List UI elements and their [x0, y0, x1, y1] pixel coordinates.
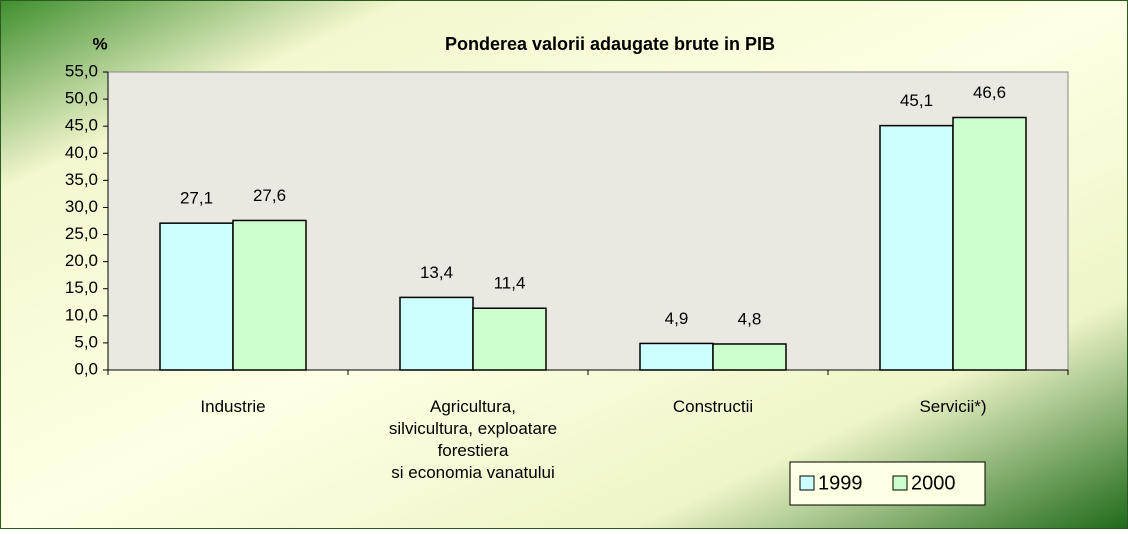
y-axis-label: %: [92, 34, 107, 53]
bar: [712, 343, 787, 371]
bar: [879, 124, 954, 371]
y-tick-label: 35,0: [65, 170, 98, 189]
y-tick-label: 45,0: [65, 116, 98, 135]
y-tick-label: 25,0: [65, 224, 98, 243]
x-tick-label: Servicii*): [919, 397, 986, 416]
value-label: 46,6: [973, 83, 1006, 102]
value-label: 13,4: [420, 263, 453, 282]
legend-label: 1999: [818, 472, 863, 494]
y-tick-label: 30,0: [65, 197, 98, 216]
chart-title: Ponderea valorii adaugate brute in PIB: [445, 34, 775, 54]
y-tick-label: 20,0: [65, 251, 98, 270]
bar: [952, 116, 1027, 371]
y-tick-label: 55,0: [65, 61, 98, 80]
value-label: 4,8: [738, 309, 762, 328]
y-tick-label: 15,0: [65, 278, 98, 297]
y-tick-label: 5,0: [74, 332, 98, 351]
legend-swatch: [799, 475, 815, 491]
value-label: 27,6: [253, 186, 286, 205]
y-tick-label: 10,0: [65, 305, 98, 324]
value-label: 27,1: [180, 189, 213, 208]
x-tick-label: Constructii: [673, 397, 753, 416]
y-tick-label: 40,0: [65, 143, 98, 162]
legend-label: 2000: [911, 472, 956, 494]
bar: [159, 222, 234, 371]
bar: [472, 307, 547, 371]
bar: [639, 342, 714, 371]
x-tick-label: Agricultura, silvicultura, exploatare fore…: [389, 397, 557, 482]
legend: [789, 461, 986, 506]
legend-swatch: [892, 475, 908, 491]
x-tick-label: Industrie: [200, 397, 265, 416]
bar: [232, 219, 307, 371]
value-label: 4,9: [665, 309, 689, 328]
y-tick-label: 0,0: [74, 359, 98, 378]
value-label: 11,4: [494, 274, 526, 293]
y-tick-label: 50,0: [65, 89, 98, 108]
bar: [399, 296, 474, 371]
value-label: 45,1: [900, 91, 933, 110]
